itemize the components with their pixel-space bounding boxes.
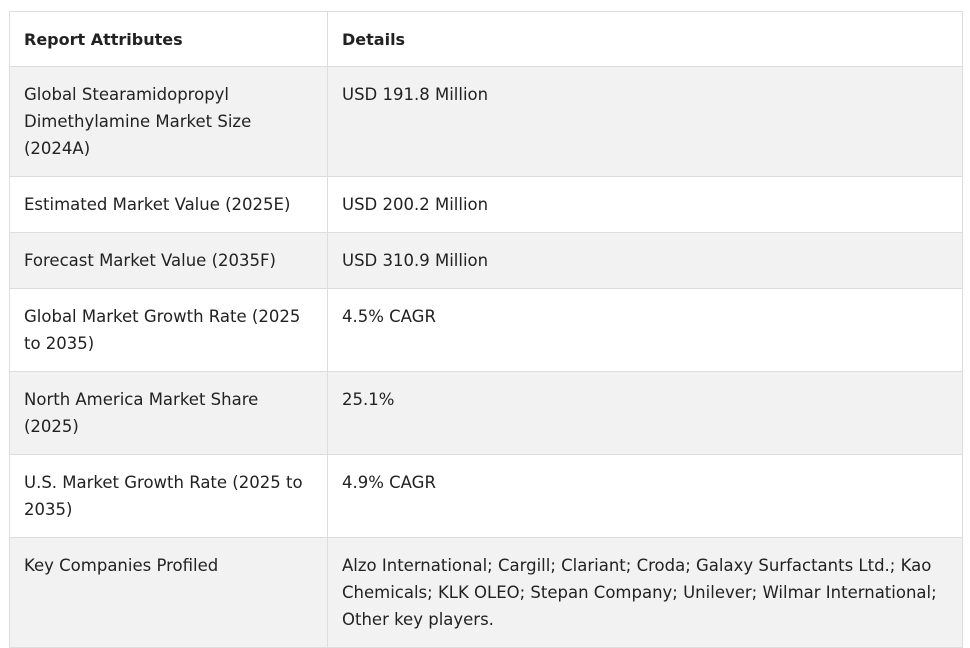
row-attribute: Global Stearamidopropyl Dimethylamine Ma… [9, 66, 328, 177]
table-row: Global Market Growth Rate (2025 to 2035)… [9, 288, 963, 372]
row-detail: USD 200.2 Million [327, 176, 963, 233]
header-report-attributes: Report Attributes [9, 11, 328, 67]
row-detail: Alzo International; Cargill; Clariant; C… [327, 537, 963, 648]
table-header-row: Report Attributes Details [9, 11, 963, 67]
row-detail: 4.9% CAGR [327, 454, 963, 538]
table-row: Forecast Market Value (2035F) USD 310.9 … [9, 232, 963, 289]
report-attributes-table-container: Report Attributes Details Global Stearam… [9, 11, 963, 648]
row-detail: 4.5% CAGR [327, 288, 963, 372]
row-attribute: U.S. Market Growth Rate (2025 to 2035) [9, 454, 328, 538]
row-attribute: North America Market Share (2025) [9, 371, 328, 455]
row-attribute: Global Market Growth Rate (2025 to 2035) [9, 288, 328, 372]
table-row: Estimated Market Value (2025E) USD 200.2… [9, 176, 963, 233]
table-row: North America Market Share (2025) 25.1% [9, 371, 963, 455]
table-row: Key Companies Profiled Alzo Internationa… [9, 537, 963, 648]
row-attribute: Key Companies Profiled [9, 537, 328, 648]
row-attribute: Estimated Market Value (2025E) [9, 176, 328, 233]
row-detail: 25.1% [327, 371, 963, 455]
row-attribute: Forecast Market Value (2035F) [9, 232, 328, 289]
report-attributes-table: Report Attributes Details Global Stearam… [9, 11, 963, 648]
table-row: U.S. Market Growth Rate (2025 to 2035) 4… [9, 454, 963, 538]
table-row: Global Stearamidopropyl Dimethylamine Ma… [9, 66, 963, 177]
row-detail: USD 191.8 Million [327, 66, 963, 177]
row-detail: USD 310.9 Million [327, 232, 963, 289]
header-details: Details [327, 11, 963, 67]
